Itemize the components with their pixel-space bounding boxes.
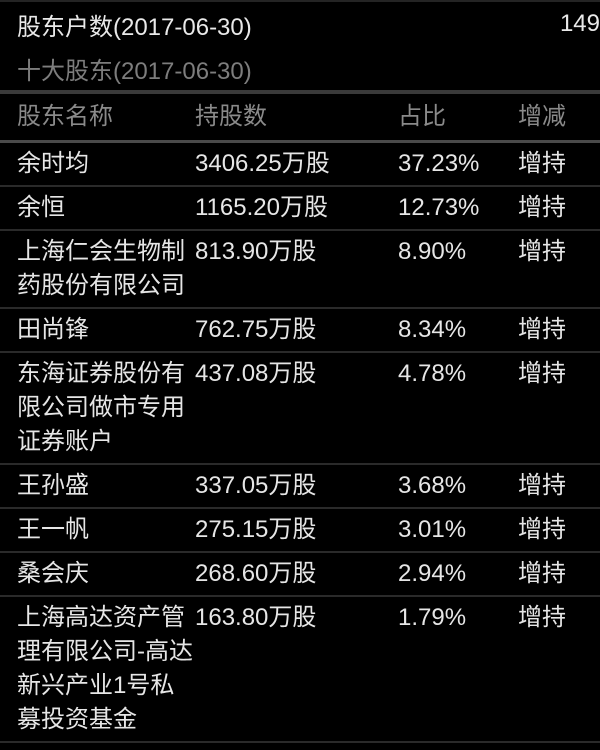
table-row: 上海仁会生物制药股份有限公司 813.90万股 8.90% 增持: [0, 231, 600, 309]
shares-held: 275.15万股: [195, 516, 317, 543]
shares-held: 268.60万股: [195, 560, 317, 587]
ownership-ratio: 8.90%: [398, 238, 467, 265]
shares-held: 437.08万股: [195, 360, 317, 387]
shareholder-name: 余时均: [17, 150, 89, 177]
change-status: 增持: [518, 194, 566, 221]
shareholder-name: 东海证券股份有限公司做市专用证券账户: [17, 360, 185, 455]
table-row: 东海证券股份有限公司做市专用证券账户 437.08万股 4.78% 增持: [0, 353, 600, 465]
shareholder-count-label: 股东户数(2017-06-30): [17, 13, 252, 41]
change-status: 增持: [518, 604, 566, 631]
section-divider: [0, 90, 600, 94]
ownership-ratio: 12.73%: [398, 194, 480, 221]
shares-held: 3406.25万股: [195, 150, 330, 177]
shareholder-name: 上海仁会生物制药股份有限公司: [17, 238, 185, 299]
change-status: 增持: [518, 472, 566, 499]
change-status: 增持: [518, 316, 566, 343]
change-status: 增持: [518, 516, 566, 543]
top-shareholders-table: 股东名称 持股数 占比 增减 余时均 3406.25万股 37.23% 增持 余…: [0, 94, 600, 743]
column-header-change: 增减: [518, 103, 566, 130]
table-header-row: 股东名称 持股数 占比 增减: [0, 94, 600, 143]
shareholder-name: 王孙盛: [17, 472, 89, 499]
change-status: 增持: [518, 560, 566, 587]
table-row: 余时均 3406.25万股 37.23% 增持: [0, 143, 600, 187]
ownership-ratio: 2.94%: [398, 560, 467, 587]
table-row: 上海高达资产管理有限公司-高达新兴产业1号私募投资基金 163.80万股 1.7…: [0, 597, 600, 743]
column-header-name: 股东名称: [17, 103, 113, 130]
shareholder-name: 田尚锋: [17, 316, 89, 343]
shares-held: 813.90万股: [195, 238, 317, 265]
section-title: 十大股东(2017-06-30): [17, 57, 252, 85]
change-status: 增持: [518, 360, 566, 387]
column-header-shares: 持股数: [195, 103, 267, 130]
shareholder-name: 王一帆: [17, 516, 89, 543]
ownership-ratio: 3.68%: [398, 472, 467, 499]
ownership-ratio: 3.01%: [398, 516, 467, 543]
change-status: 增持: [518, 238, 566, 265]
table-row: 王孙盛 337.05万股 3.68% 增持: [0, 465, 600, 509]
table-row: 田尚锋 762.75万股 8.34% 增持: [0, 309, 600, 353]
change-status: 增持: [518, 150, 566, 177]
ownership-ratio: 1.79%: [398, 604, 467, 631]
column-header-ratio: 占比: [398, 103, 446, 130]
shareholder-count-row[interactable]: 股东户数(2017-06-30) 149: [0, 2, 600, 46]
shares-held: 762.75万股: [195, 316, 317, 343]
shareholder-name: 上海高达资产管理有限公司-高达新兴产业1号私募投资基金: [17, 604, 193, 733]
ownership-ratio: 4.78%: [398, 360, 467, 387]
section-title-row: 十大股东(2017-06-30): [0, 46, 600, 90]
shareholder-name: 桑会庆: [17, 560, 89, 587]
shares-held: 1165.20万股: [195, 194, 328, 221]
shareholder-name: 余恒: [17, 194, 65, 221]
table-row: 余恒 1165.20万股 12.73% 增持: [0, 187, 600, 231]
ownership-ratio: 37.23%: [398, 150, 480, 177]
table-row: 王一帆 275.15万股 3.01% 增持: [0, 509, 600, 553]
shareholder-count-value: 149: [559, 10, 600, 37]
ownership-ratio: 8.34%: [398, 316, 467, 343]
table-row: 桑会庆 268.60万股 2.94% 增持: [0, 553, 600, 597]
shares-held: 337.05万股: [195, 472, 317, 499]
shares-held: 163.80万股: [195, 604, 317, 631]
